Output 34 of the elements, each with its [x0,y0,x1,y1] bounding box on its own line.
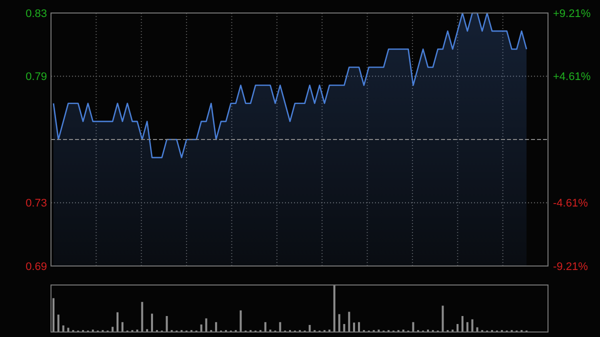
bar [240,310,242,332]
bar [279,322,282,332]
bar [358,322,360,332]
bar [57,314,60,332]
bar [466,322,468,332]
y2-tick-label: +9.21% [553,8,591,20]
bar [205,318,208,332]
y2-tick-label: -4.61% [553,198,588,210]
y-tick-label: 0.83 [26,8,47,20]
bar [456,324,459,332]
bar [215,322,218,332]
bar [461,316,464,332]
bar [343,324,346,332]
bar [200,324,202,332]
bar [333,285,336,332]
y-tick-label: 0.73 [26,198,47,210]
bar [338,314,340,332]
bar [442,306,444,332]
bar [264,322,266,332]
bar [353,322,356,332]
bar [308,324,311,332]
bar [121,322,124,332]
bar [52,298,54,332]
bar [166,316,168,332]
y2-tick-label: +4.61% [553,71,591,84]
bar [116,312,119,332]
y-tick-label: 0.69 [26,260,47,273]
bar [471,319,474,332]
bar [151,314,154,332]
bar [412,322,414,332]
bar [348,312,350,332]
bar [141,302,144,332]
y2-tick-label: -9.21% [553,260,588,273]
y-tick-label: 0.79 [26,71,47,84]
